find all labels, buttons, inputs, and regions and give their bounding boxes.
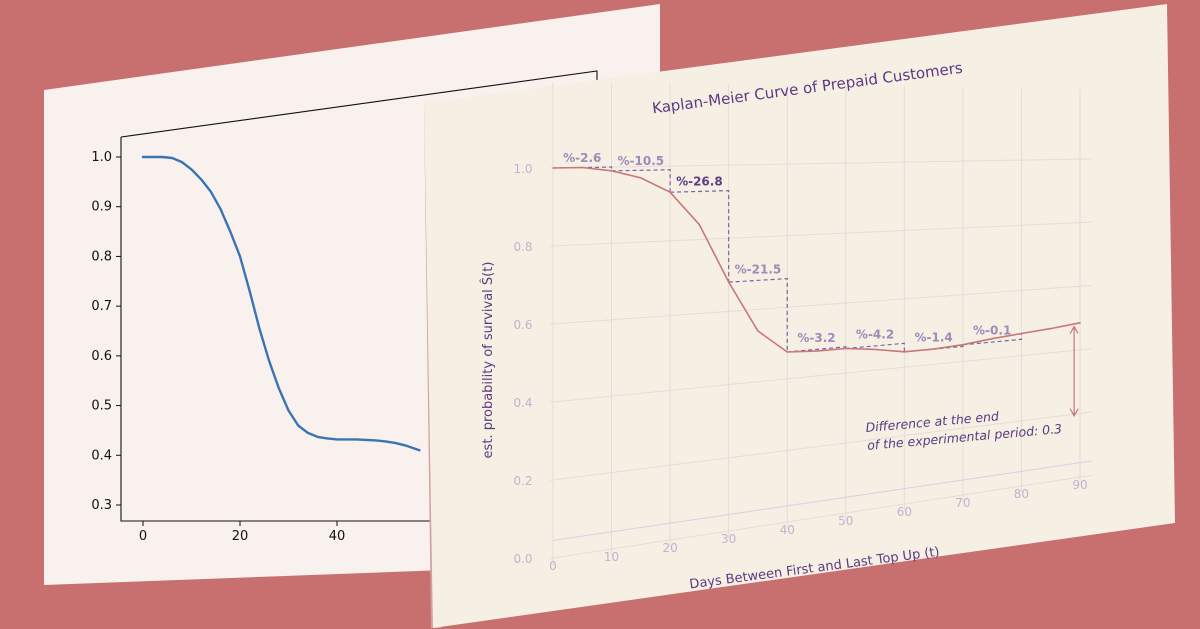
back-x-tick-label: 0 bbox=[139, 529, 147, 544]
front-step-label: %-3.2 bbox=[797, 331, 835, 345]
back-y-tick-label: 0.7 bbox=[91, 299, 112, 314]
front-x-tick-label: 10 bbox=[604, 550, 619, 564]
front-y-tick-label: 0.2 bbox=[513, 474, 532, 488]
front-x-tick-label: 80 bbox=[1014, 487, 1029, 501]
front-grid-horizontal bbox=[550, 221, 1092, 247]
front-step-bracket bbox=[845, 342, 905, 352]
back-x-tick-label: 20 bbox=[232, 529, 249, 544]
front-step-bracket bbox=[670, 190, 730, 283]
front-step-label: %-10.5 bbox=[618, 154, 665, 168]
front-y-tick-label: 0.8 bbox=[513, 240, 532, 254]
front-y-tick-label: 1.0 bbox=[513, 162, 532, 176]
front-step-label: %-21.5 bbox=[735, 263, 782, 277]
front-survival-line bbox=[552, 166, 1081, 353]
back-y-tick-label: 0.4 bbox=[91, 448, 112, 463]
front-grid-horizontal bbox=[550, 348, 1092, 403]
front-x-tick-label: 60 bbox=[897, 505, 912, 519]
back-survival-line bbox=[141, 155, 421, 452]
front-step-bracket bbox=[728, 277, 788, 352]
front-step-label: %-2.6 bbox=[563, 151, 601, 165]
front-grid-horizontal bbox=[550, 284, 1092, 325]
front-step-bracket bbox=[962, 333, 1023, 346]
front-difference-arrowhead-bottom bbox=[1069, 408, 1079, 417]
front-x-tick-label: 30 bbox=[721, 532, 736, 546]
front-grid-horizontal bbox=[549, 474, 1092, 559]
front-x-tick-label: 50 bbox=[838, 514, 853, 528]
front-y-axis-label: est. probability of survival Ŝ(t) bbox=[480, 262, 496, 459]
front-y-tick-label: 0.0 bbox=[513, 552, 532, 566]
back-y-tick-label: 0.8 bbox=[91, 249, 112, 264]
front-x-tick-label: 40 bbox=[780, 523, 795, 537]
front-step-label: %-4.2 bbox=[856, 327, 894, 341]
back-y-tick-label: 0.6 bbox=[91, 349, 112, 364]
front-step-bracket bbox=[611, 169, 671, 193]
back-x-tick-label: 40 bbox=[329, 529, 346, 544]
back-y-tick-label: 0.5 bbox=[91, 399, 112, 414]
front-step-label: %-0.1 bbox=[973, 323, 1011, 337]
back-y-tick-label: 1.0 bbox=[91, 150, 112, 165]
front-step-bracket bbox=[552, 166, 613, 171]
front-x-tick-label: 0 bbox=[549, 559, 557, 573]
front-grid-horizontal bbox=[550, 411, 1092, 481]
front-step-label: %-1.4 bbox=[914, 330, 952, 344]
front-x-axis-line bbox=[552, 460, 1092, 541]
front-x-tick-label: 20 bbox=[662, 541, 677, 555]
front-difference-arrowhead-top bbox=[1069, 325, 1079, 334]
back-y-tick-label: 0.3 bbox=[91, 498, 112, 513]
back-y-tick-label: 0.9 bbox=[91, 200, 112, 215]
front-grid-horizontal bbox=[550, 158, 1092, 169]
front-y-tick-label: 0.4 bbox=[513, 396, 532, 410]
front-x-tick-label: 70 bbox=[955, 496, 970, 510]
front-x-tick-label: 90 bbox=[1072, 478, 1087, 492]
front-step-label: %-26.8 bbox=[676, 175, 723, 189]
front-y-tick-label: 0.6 bbox=[513, 318, 532, 332]
